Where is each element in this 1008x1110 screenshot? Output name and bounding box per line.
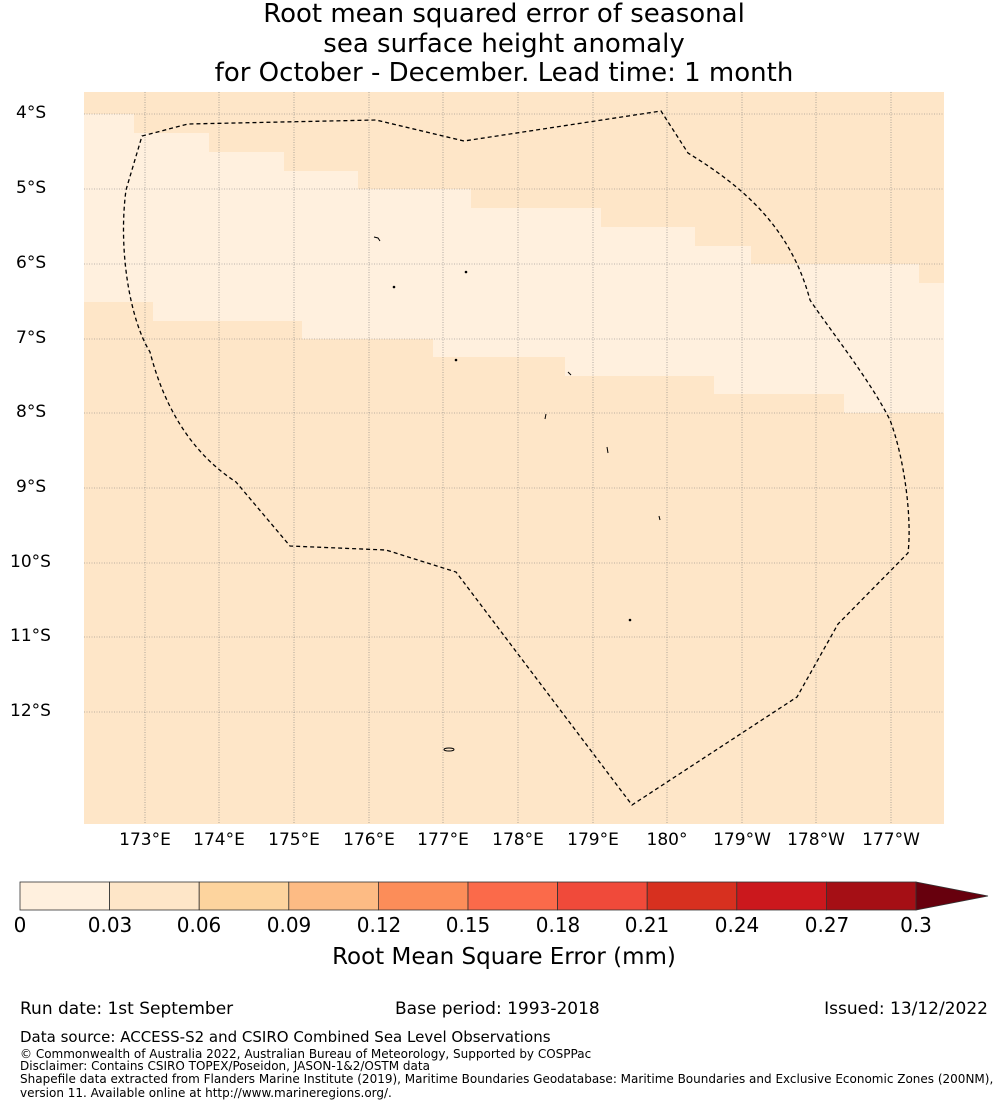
- title-line-2: sea surface height anomaly: [323, 28, 685, 59]
- disclaimer-text: Disclaimer: Contains CSIRO TOPEX/Poseido…: [20, 1059, 430, 1073]
- lat-label: 12°S: [10, 701, 51, 721]
- lon-label: 176°E: [343, 830, 395, 850]
- island: [454, 358, 458, 362]
- island: [392, 285, 396, 289]
- colorbar-segment: [19, 881, 110, 911]
- island: [606, 446, 609, 454]
- lat-label: 9°S: [16, 477, 47, 497]
- island: [544, 413, 547, 420]
- island: [567, 371, 572, 376]
- colorbar-segment: [826, 881, 917, 911]
- colorbar-tick-label: 0.3: [900, 913, 932, 937]
- lon-label: 177°E: [417, 830, 469, 850]
- lat-label: 4°S: [16, 103, 47, 123]
- lat-label: 7°S: [16, 328, 47, 348]
- colorbar-tick-label: 0.18: [535, 913, 581, 937]
- island: [658, 515, 661, 521]
- eez-boundary: [122, 110, 910, 806]
- islands: [373, 236, 661, 752]
- colorbar-segment: [646, 881, 738, 911]
- colorbar-tick-label: 0: [13, 913, 27, 937]
- colorbar-tick-label: 0.27: [804, 913, 850, 937]
- lon-label: 179°W: [713, 830, 771, 850]
- base-period: Base period: 1993-2018: [395, 999, 600, 1019]
- colorbar-tick-label: 0.03: [87, 913, 133, 937]
- gridlines: [84, 92, 944, 824]
- colorbar-tick-label: 0.21: [624, 913, 670, 937]
- map-canvas: [19, 92, 989, 911]
- colorbar-tick-label: 0.15: [445, 913, 491, 937]
- island: [628, 618, 632, 622]
- lat-label: 5°S: [16, 178, 47, 198]
- colorbar-segment: [557, 881, 648, 911]
- island: [464, 270, 468, 274]
- island: [373, 236, 381, 242]
- shapefile-credit-2: version 11. Available online at http://w…: [20, 1086, 392, 1100]
- colorbar-segment: [377, 881, 469, 911]
- colorbar-tick-label: 0.09: [266, 913, 312, 937]
- title-line-1: Root mean squared error of seasonal: [263, 0, 745, 29]
- copyright-text: © Commonwealth of Australia 2022, Austra…: [20, 1047, 592, 1061]
- lon-label: 177°W: [862, 830, 920, 850]
- lon-label: 180°: [646, 830, 688, 850]
- data-source: Data source: ACCESS-S2 and CSIRO Combine…: [20, 1028, 551, 1046]
- colorbar-segment: [736, 881, 827, 911]
- issued-date: Issued: 13/12/2022: [824, 999, 988, 1019]
- lat-label: 6°S: [16, 253, 47, 273]
- lon-label: 175°E: [268, 830, 320, 850]
- colorbar-segment: [288, 881, 379, 911]
- colorbar-extend-arrow: [915, 881, 989, 911]
- lat-label: 11°S: [10, 626, 51, 646]
- lat-label: 10°S: [10, 552, 51, 572]
- title-line-3: for October - December. Lead time: 1 mon…: [214, 58, 794, 88]
- lat-label: 8°S: [16, 402, 47, 422]
- colorbar-segment: [467, 881, 558, 911]
- colorbar-title: Root Mean Square Error (mm): [332, 944, 676, 970]
- map-title: Root mean squared error of seasonal sea …: [0, 0, 1008, 89]
- run-date: Run date: 1st September: [20, 999, 234, 1019]
- colorbar-tick-label: 0.24: [714, 913, 760, 937]
- lon-label: 173°E: [119, 830, 171, 850]
- lon-label: 174°E: [193, 830, 245, 850]
- shapefile-credit-1: Shapefile data extracted from Flanders M…: [20, 1072, 994, 1086]
- lon-label: 178°E: [492, 830, 544, 850]
- colorbar-tick-label: 0.06: [176, 913, 222, 937]
- colorbar-segment: [198, 881, 290, 911]
- colorbar-segment: [109, 881, 200, 911]
- lon-label: 178°W: [787, 830, 845, 850]
- island: [443, 747, 455, 752]
- colorbar-tick-label: 0.12: [356, 913, 402, 937]
- lon-label: 179°E: [567, 830, 619, 850]
- colorbar: [19, 881, 989, 911]
